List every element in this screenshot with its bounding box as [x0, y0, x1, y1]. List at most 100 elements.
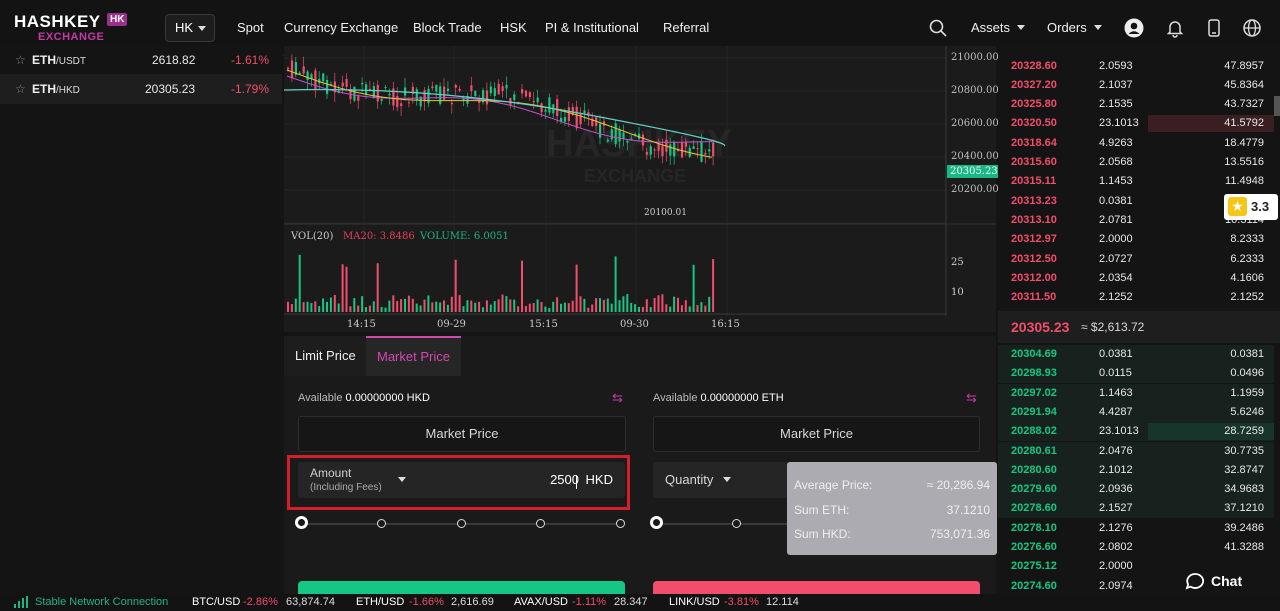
candle-body	[376, 84, 379, 102]
candle-body	[708, 149, 711, 152]
volume-bar	[357, 305, 360, 312]
amount-input-group[interactable]: Amount (Including Fees) 2500 HKD	[298, 462, 625, 498]
ask-price: 20320.50	[1011, 117, 1057, 130]
candle-body	[521, 89, 524, 94]
bid-row[interactable]: 20297.02 1.1463 1.1959	[998, 383, 1274, 403]
region-select[interactable]: HK	[165, 14, 215, 42]
volume-bar	[587, 307, 590, 312]
rating-badge[interactable]: ★ 3.3	[1224, 194, 1278, 220]
nav-hsk[interactable]: HSK	[500, 20, 527, 35]
status-bar: Stable Network Connection BTC/USD -2.86%…	[0, 594, 1280, 611]
volume-bar	[462, 306, 465, 312]
scrollbar-thumb[interactable]	[1274, 96, 1280, 116]
ask-row[interactable]: 20328.60 2.0593 47.8957	[998, 57, 1274, 76]
ask-row[interactable]: 20315.11 1.1453 11.4948	[998, 172, 1274, 191]
bid-row[interactable]: 20280.60 2.1012 32.8747	[998, 460, 1274, 480]
ask-row[interactable]: 20318.64 4.9263 18.4779	[998, 134, 1274, 153]
watermark-sub: EXCHANGE	[584, 166, 686, 186]
slider-handle[interactable]	[295, 516, 308, 529]
bid-row[interactable]: 20298.93 0.0115 0.0496	[998, 364, 1274, 384]
bid-total: 0.0381	[1230, 348, 1264, 360]
market-row-eth-usdt[interactable]: ☆ ETH/USDT 2618.82 -1.61%	[0, 46, 282, 76]
candle-body	[540, 103, 543, 113]
ask-total: 6.2333	[1230, 252, 1264, 265]
volume-bar	[634, 304, 637, 312]
ticker-pair[interactable]: BTC/USD	[192, 596, 241, 608]
sell-percent-slider[interactable]	[657, 523, 787, 525]
orders-menu[interactable]: Orders	[1047, 20, 1102, 35]
buy-button[interactable]	[298, 581, 625, 595]
mobile-icon[interactable]	[1204, 18, 1224, 38]
ask-row[interactable]: 20320.50 23.1013 41.5792	[998, 114, 1274, 133]
nav-pi-institutional[interactable]: PI & Institutional	[545, 20, 639, 35]
quantity-input-group[interactable]: Quantity	[653, 462, 793, 498]
tab-market-price[interactable]: Market Price	[366, 336, 461, 376]
tab-limit-price[interactable]: Limit Price	[284, 336, 367, 376]
ticker-pair[interactable]: LINK/USD	[669, 596, 720, 608]
candle-body	[579, 113, 582, 125]
chat-button[interactable]: Chat	[1185, 570, 1255, 592]
candle-body	[556, 99, 559, 117]
chevron-down-icon[interactable]	[723, 477, 731, 482]
volume-bar	[626, 294, 629, 312]
hashkey-logo[interactable]: HASHKEY HK EXCHANGE	[14, 12, 134, 46]
user-icon[interactable]	[1124, 18, 1144, 38]
assets-menu[interactable]: Assets	[971, 20, 1026, 35]
candle-body	[677, 149, 680, 152]
ask-row[interactable]: 20325.80 2.1535 43.7327	[998, 95, 1274, 114]
slider-step[interactable]	[377, 519, 386, 528]
slider-step[interactable]	[457, 519, 466, 528]
star-icon[interactable]: ☆	[15, 82, 26, 96]
nav-block-trade[interactable]: Block Trade	[413, 20, 482, 35]
amount-input[interactable]: 2500	[550, 472, 579, 487]
volume-bar	[314, 301, 317, 312]
ask-row[interactable]: 20312.00 2.0354 4.1606	[998, 269, 1274, 288]
bid-row[interactable]: 20279.60 2.0936 34.9683	[998, 480, 1274, 500]
ask-row[interactable]: 20313.23 0.0381	[998, 192, 1274, 211]
slider-handle[interactable]	[650, 516, 663, 529]
ticker-pair[interactable]: AVAX/USD	[514, 596, 568, 608]
bell-icon[interactable]	[1165, 18, 1185, 38]
bid-row[interactable]: 20304.69 0.0381 0.0381	[998, 345, 1274, 364]
ticker-pair[interactable]: ETH/USD	[356, 596, 405, 608]
bid-row[interactable]: 20274.60 2.0974	[998, 577, 1274, 596]
nav-currency-exchange[interactable]: Currency Exchange	[284, 20, 399, 35]
bid-row[interactable]: 20278.60 2.1527 37.1210	[998, 499, 1274, 519]
ask-row[interactable]: 20315.60 2.0568 13.5516	[998, 153, 1274, 172]
buy-price-field[interactable]: Market Price	[298, 416, 626, 452]
bid-row[interactable]: 20291.94 4.4287 5.6246	[998, 402, 1274, 422]
sell-button[interactable]	[653, 581, 980, 595]
volume-bar	[575, 264, 578, 312]
market-row-eth-hkd[interactable]: ☆ ETH/HKD 20305.23 -1.79%	[0, 74, 282, 104]
ask-row[interactable]: 20311.50 2.1252 2.1252	[998, 288, 1274, 307]
slider-step[interactable]	[616, 519, 625, 528]
slider-step[interactable]	[536, 519, 545, 528]
ticker-price: 63,874.74	[286, 596, 335, 608]
bid-row[interactable]: 20275.12 2.0000	[998, 557, 1274, 576]
signal-icon	[14, 596, 28, 608]
star-icon[interactable]: ☆	[15, 53, 26, 67]
volume-bar	[595, 298, 598, 312]
nav-referral[interactable]: Referral	[663, 20, 710, 35]
candle-body	[634, 133, 637, 136]
chat-label: Chat	[1211, 573, 1243, 589]
nav-spot[interactable]: Spot	[237, 20, 264, 35]
ask-row[interactable]: 20312.50 2.0727 6.2333	[998, 250, 1274, 269]
chevron-down-icon[interactable]	[398, 477, 406, 482]
search-icon[interactable]	[928, 18, 948, 38]
bid-row[interactable]: 20276.60 2.0802 41.3288	[998, 538, 1274, 557]
price-chart[interactable]: HASHKEY EXCHANGE	[283, 46, 996, 332]
ask-row[interactable]: 20327.20 2.1037 45.8364	[998, 76, 1274, 95]
candle-body	[618, 129, 621, 142]
bid-row[interactable]: 20278.10 2.1276 39.2486	[998, 519, 1274, 538]
ask-row[interactable]: 20312.97 2.0000 8.2333	[998, 230, 1274, 249]
slider-step[interactable]	[732, 519, 741, 528]
swap-icon[interactable]: ⇆	[966, 390, 977, 405]
bid-row[interactable]: 20280.61 2.0476 30.7735	[998, 441, 1274, 461]
sell-price-field[interactable]: Market Price	[653, 416, 980, 452]
bid-row[interactable]: 20288.02 23.1013 28.7259	[998, 422, 1274, 442]
candle-body	[388, 93, 391, 96]
globe-icon[interactable]	[1242, 18, 1262, 38]
swap-icon[interactable]: ⇆	[612, 390, 623, 405]
